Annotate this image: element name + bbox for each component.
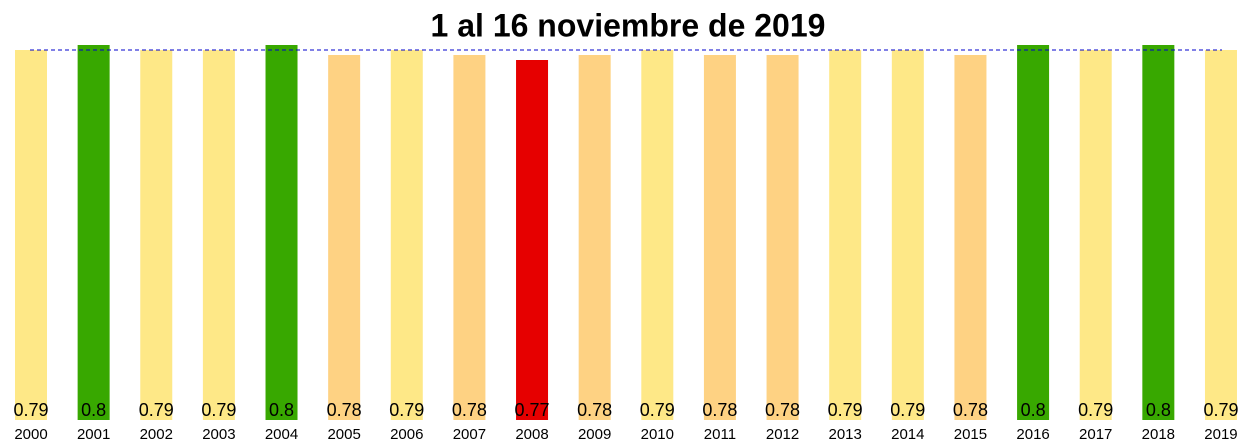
x-tick-label: 2004: [265, 426, 298, 442]
x-tick-label: 2007: [453, 426, 486, 442]
x-tick-label: 2014: [891, 426, 924, 442]
x-tick-label: 2000: [14, 426, 47, 442]
bar: [1079, 50, 1112, 420]
bar: [891, 50, 924, 420]
bar: [829, 50, 862, 420]
value-label: 0.79: [13, 400, 48, 420]
x-tick-label: 2002: [140, 426, 173, 442]
x-tick-label: 2019: [1204, 426, 1237, 442]
x-tick-label: 2009: [578, 426, 611, 442]
x-tick-label: 2001: [77, 426, 110, 442]
bar: [1204, 50, 1237, 420]
value-label: 0.8: [1146, 400, 1171, 420]
bar: [578, 55, 611, 420]
x-tick-label: 2015: [954, 426, 987, 442]
value-label: 0.79: [389, 400, 424, 420]
value-label: 0.8: [1021, 400, 1046, 420]
bar: [516, 60, 549, 420]
x-tick-label: 2018: [1142, 426, 1175, 442]
value-label: 0.79: [640, 400, 675, 420]
value-label: 0.79: [890, 400, 925, 420]
x-tick-label: 2011: [704, 426, 736, 442]
x-tick-label: 2016: [1016, 426, 1049, 442]
x-tick-label: 2013: [829, 426, 862, 442]
chart-title: 1 al 16 noviembre de 2019: [431, 7, 826, 43]
value-label: 0.79: [139, 400, 174, 420]
value-label: 0.78: [765, 400, 800, 420]
bar: [202, 50, 235, 420]
bar: [328, 55, 361, 420]
bar: [265, 45, 298, 420]
bar: [641, 50, 674, 420]
value-label: 0.79: [1203, 400, 1238, 420]
bar: [15, 50, 47, 420]
x-tick-label: 2003: [202, 426, 235, 442]
value-label: 0.78: [702, 400, 737, 420]
value-label: 0.8: [81, 400, 106, 420]
value-label: 0.8: [269, 400, 294, 420]
x-tick-label: 2006: [390, 426, 423, 442]
value-label: 0.79: [828, 400, 863, 420]
x-tick-label: 2005: [327, 426, 360, 442]
value-label: 0.78: [953, 400, 988, 420]
bar: [390, 50, 423, 420]
bar: [954, 55, 987, 420]
x-tick-label: 2012: [766, 426, 799, 442]
value-label: 0.78: [327, 400, 362, 420]
bar: [77, 45, 110, 420]
value-label: 0.79: [201, 400, 236, 420]
bar: [140, 50, 173, 420]
bar: [453, 55, 486, 420]
bar: [1142, 45, 1175, 420]
value-label: 0.78: [452, 400, 487, 420]
x-tick-label: 2017: [1079, 426, 1112, 442]
x-tick-label: 2010: [641, 426, 674, 442]
x-tick-label: 2008: [515, 426, 548, 442]
bar: [1017, 45, 1050, 420]
bar: [703, 55, 736, 420]
value-label: 0.79: [1078, 400, 1113, 420]
bar: [766, 55, 799, 420]
value-label: 0.77: [515, 400, 550, 420]
value-label: 0.78: [577, 400, 612, 420]
